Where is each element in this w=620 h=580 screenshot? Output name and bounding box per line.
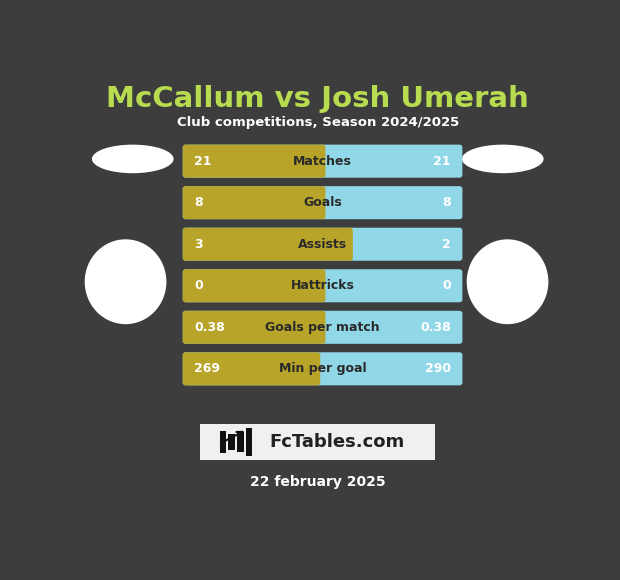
Text: 290: 290 — [425, 362, 451, 375]
Text: Min per goal: Min per goal — [279, 362, 366, 375]
FancyBboxPatch shape — [183, 269, 326, 302]
Text: 0.38: 0.38 — [194, 321, 225, 333]
Ellipse shape — [462, 144, 544, 173]
FancyBboxPatch shape — [183, 186, 326, 219]
Bar — [246, 428, 252, 456]
FancyBboxPatch shape — [183, 186, 463, 219]
FancyBboxPatch shape — [183, 352, 321, 385]
FancyBboxPatch shape — [183, 144, 463, 177]
Text: 0: 0 — [442, 279, 451, 292]
Ellipse shape — [92, 144, 174, 173]
Text: 8: 8 — [194, 196, 203, 209]
FancyBboxPatch shape — [183, 228, 353, 261]
Text: 2: 2 — [442, 238, 451, 251]
Ellipse shape — [467, 240, 548, 324]
Text: 3: 3 — [194, 238, 203, 251]
Bar — [237, 432, 244, 452]
FancyBboxPatch shape — [200, 424, 435, 461]
Text: 22 february 2025: 22 february 2025 — [250, 475, 386, 490]
Text: Matches: Matches — [293, 155, 352, 168]
Text: 21: 21 — [433, 155, 451, 168]
Text: 269: 269 — [194, 362, 220, 375]
FancyBboxPatch shape — [183, 228, 463, 261]
Text: FcTables.com: FcTables.com — [269, 433, 404, 451]
Text: Hattricks: Hattricks — [291, 279, 355, 292]
Text: 21: 21 — [194, 155, 212, 168]
Text: 8: 8 — [442, 196, 451, 209]
Text: 0.38: 0.38 — [420, 321, 451, 333]
FancyBboxPatch shape — [183, 311, 463, 344]
FancyBboxPatch shape — [183, 352, 463, 385]
FancyBboxPatch shape — [183, 311, 326, 344]
Bar — [228, 434, 235, 450]
Bar — [219, 431, 226, 453]
Text: Assists: Assists — [298, 238, 347, 251]
Text: Goals: Goals — [303, 196, 342, 209]
Ellipse shape — [85, 240, 166, 324]
Text: Goals per match: Goals per match — [265, 321, 380, 333]
FancyBboxPatch shape — [183, 269, 463, 302]
Text: McCallum vs Josh Umerah: McCallum vs Josh Umerah — [107, 85, 529, 113]
FancyBboxPatch shape — [183, 144, 326, 177]
Text: Club competitions, Season 2024/2025: Club competitions, Season 2024/2025 — [177, 117, 459, 129]
Text: 0: 0 — [194, 279, 203, 292]
